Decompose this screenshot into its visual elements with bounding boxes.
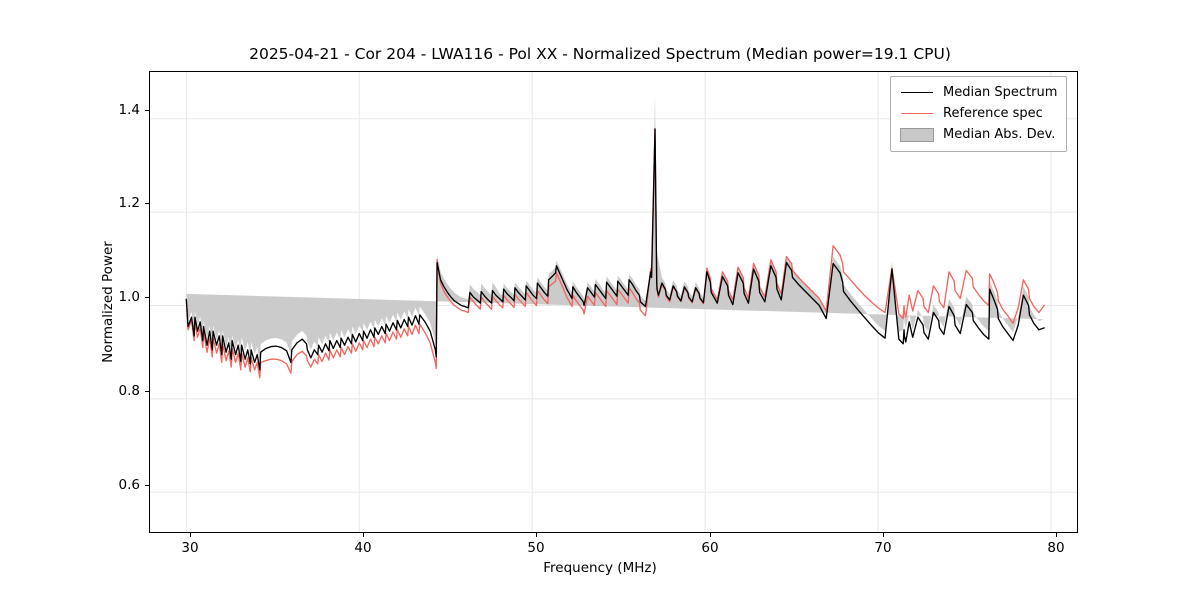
x-tick-mark bbox=[190, 533, 191, 537]
x-tick-label-70: 70 bbox=[874, 540, 892, 556]
y-tick-label-3: 1.2 bbox=[118, 195, 140, 211]
legend-entry-reference-spec[interactable]: Reference spec bbox=[900, 103, 1057, 124]
legend-label-median-abs-dev: Median Abs. Dev. bbox=[943, 127, 1056, 142]
x-tick-label-60: 60 bbox=[701, 540, 719, 556]
y-tick-label-4: 1.4 bbox=[118, 102, 140, 118]
median-spectrum-line bbox=[185, 128, 1045, 371]
y-tick-label-1: 0.8 bbox=[118, 383, 140, 399]
y-tick-mark bbox=[145, 203, 149, 204]
reference-spec-line bbox=[185, 128, 1045, 379]
legend-entry-median-abs-dev[interactable]: Median Abs. Dev. bbox=[900, 124, 1057, 145]
x-tick-mark bbox=[710, 533, 711, 537]
page-title: 2025-04-21 - Cor 204 - LWA116 - Pol XX -… bbox=[249, 45, 951, 63]
y-tick-label-2: 1.0 bbox=[118, 289, 140, 305]
x-tick-mark bbox=[1056, 533, 1057, 537]
legend[interactable]: Median Spectrum Reference spec Median Ab… bbox=[890, 76, 1068, 152]
legend-label-median-spectrum: Median Spectrum bbox=[943, 85, 1058, 100]
y-axis-label: Normalized Power bbox=[100, 241, 116, 363]
legend-line-icon bbox=[900, 107, 934, 121]
y-tick-mark bbox=[145, 391, 149, 392]
legend-label-reference-spec: Reference spec bbox=[943, 106, 1043, 121]
y-tick-mark bbox=[145, 485, 149, 486]
x-axis-label: Frequency (MHz) bbox=[543, 560, 657, 576]
x-tick-mark bbox=[883, 533, 884, 537]
x-tick-label-80: 80 bbox=[1047, 540, 1065, 556]
legend-entry-median-spectrum[interactable]: Median Spectrum bbox=[900, 82, 1057, 103]
y-tick-label-0: 0.6 bbox=[118, 477, 140, 493]
x-tick-mark bbox=[536, 533, 537, 537]
x-tick-label-40: 40 bbox=[354, 540, 372, 556]
x-tick-label-30: 30 bbox=[181, 540, 199, 556]
y-tick-mark bbox=[145, 297, 149, 298]
y-tick-mark bbox=[145, 110, 149, 111]
legend-line-icon bbox=[900, 86, 934, 100]
legend-patch-icon bbox=[900, 127, 934, 142]
x-tick-label-50: 50 bbox=[527, 540, 545, 556]
x-tick-mark bbox=[363, 533, 364, 537]
